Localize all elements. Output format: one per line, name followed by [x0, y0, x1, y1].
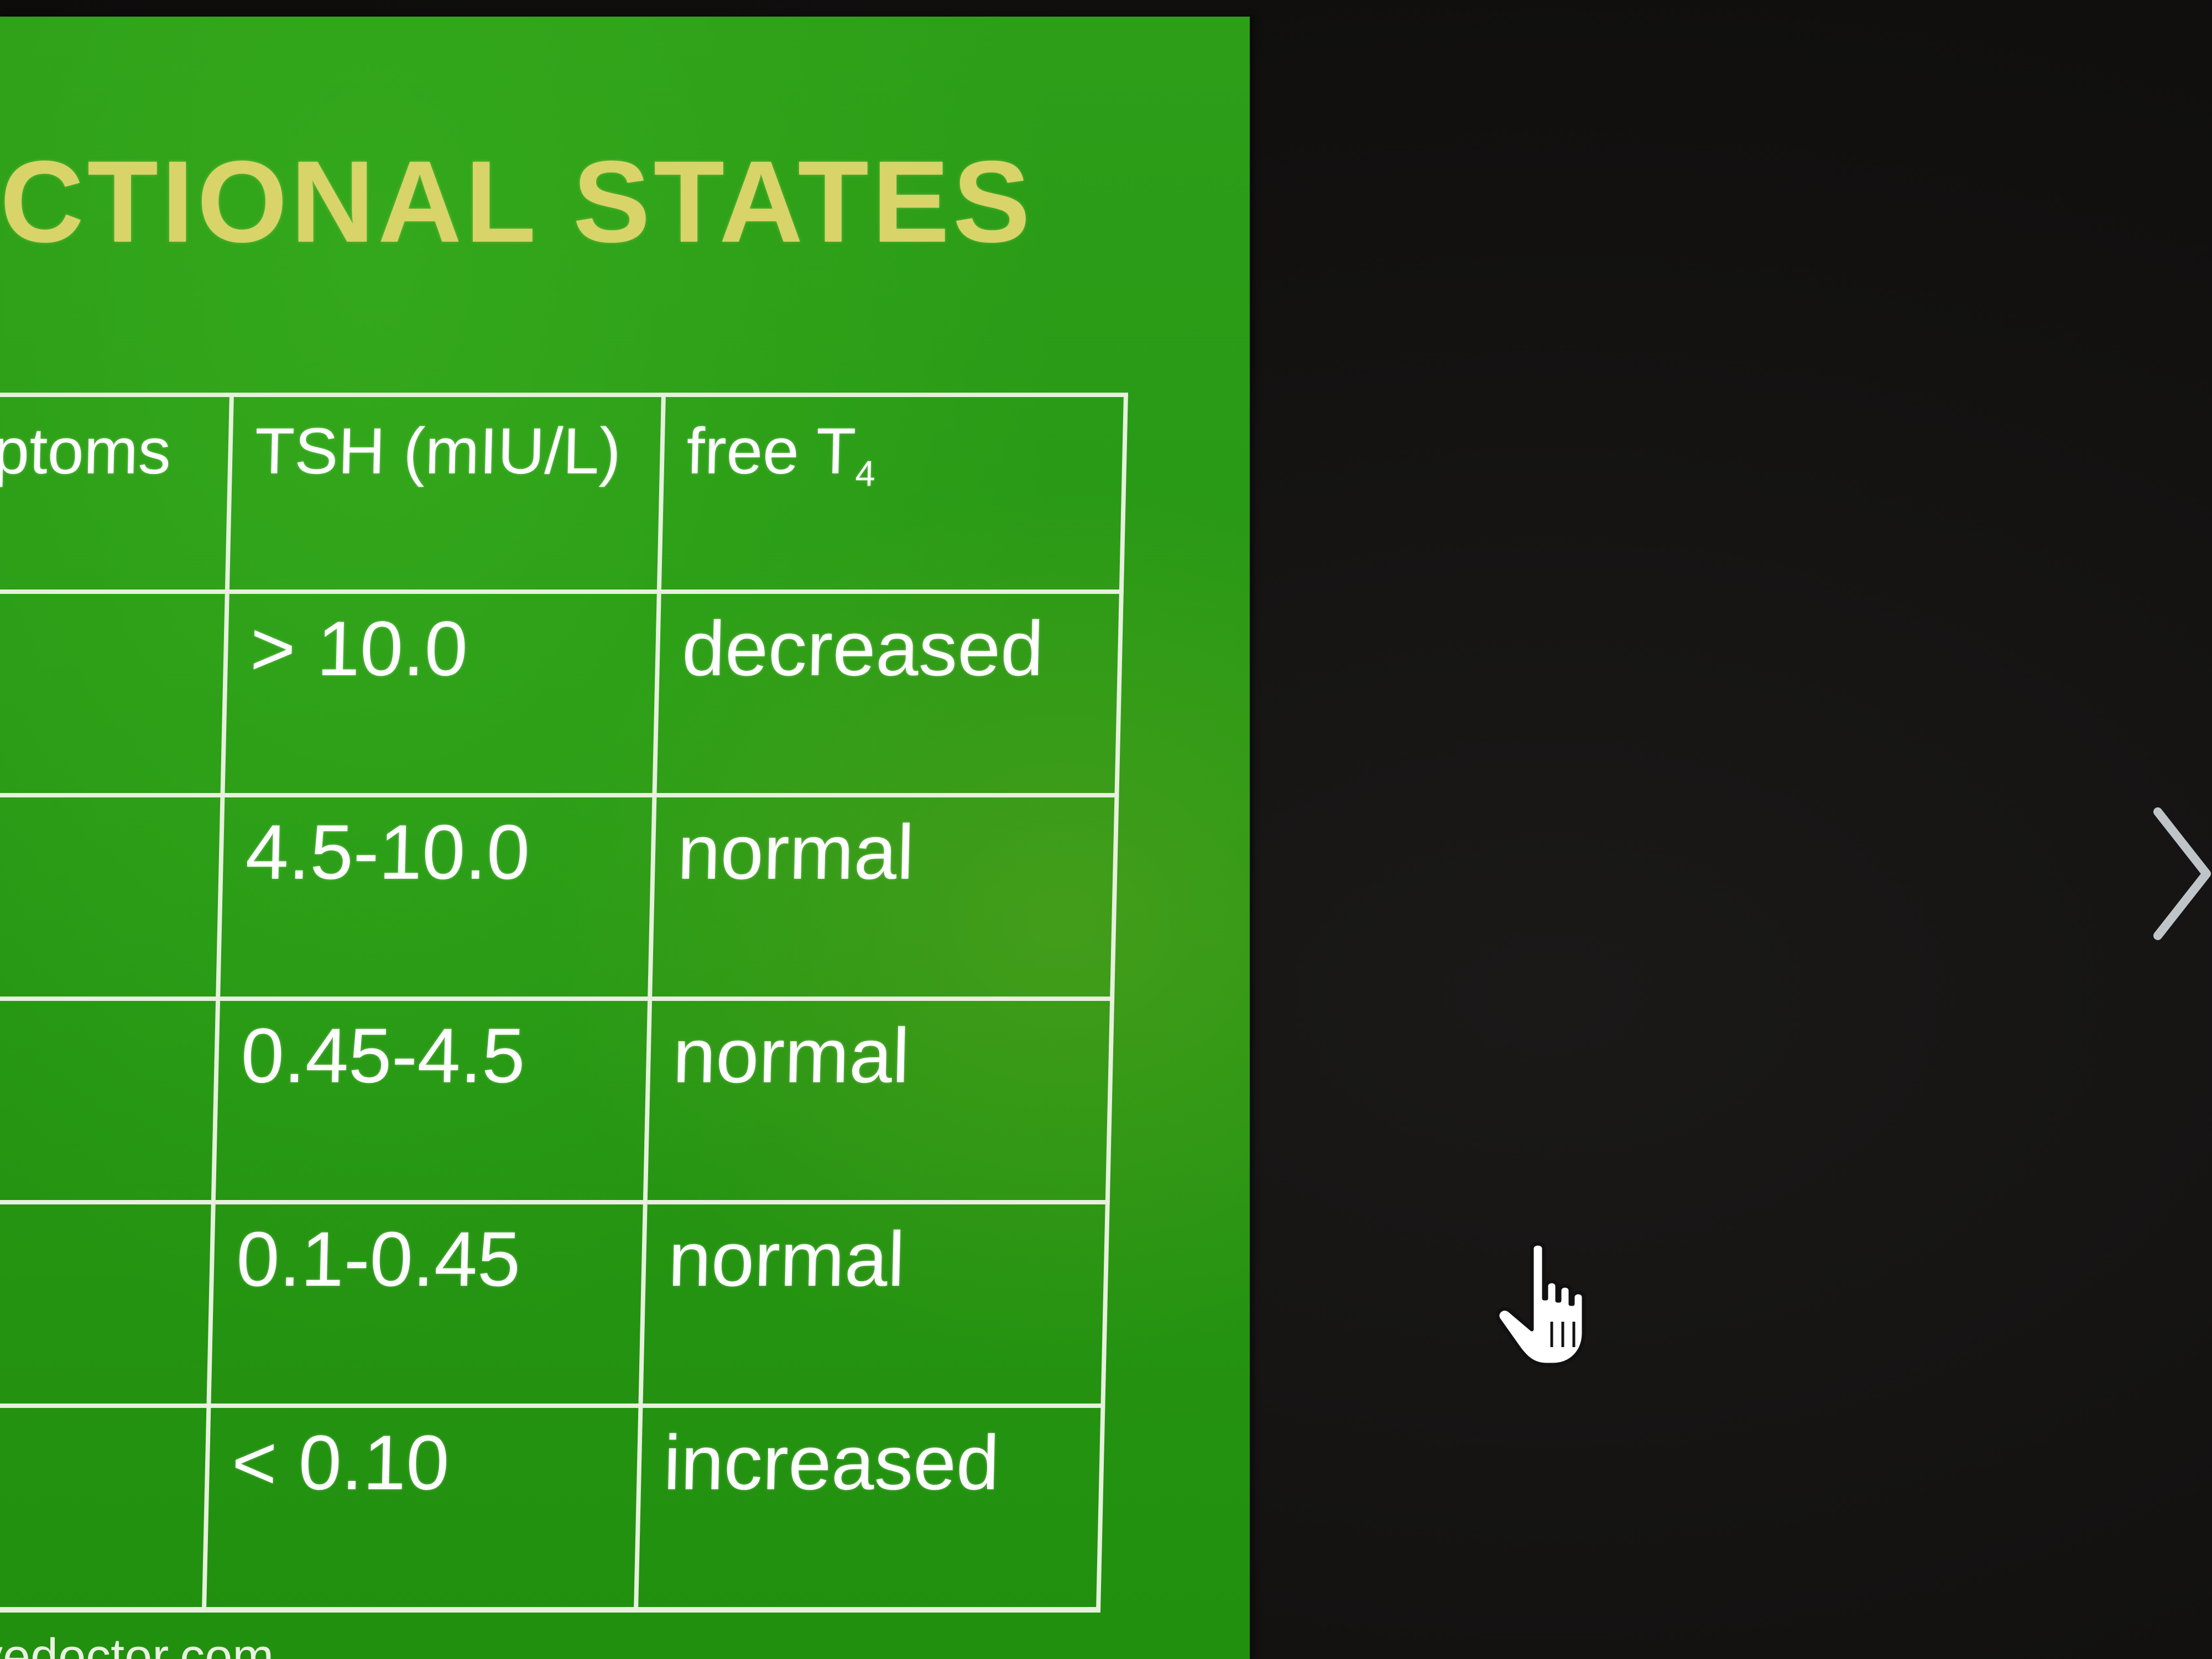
- presentation-slide: CTIONAL STATES ptoms TSH (mIU/L) free T4…: [0, 17, 1250, 1659]
- cell-free-t4: decreased: [654, 592, 1121, 795]
- cell-tsh: > 10.0: [222, 592, 659, 795]
- table-header-row: ptoms TSH (mIU/L) free T4: [0, 395, 1126, 592]
- cell-tsh: 0.45-4.5: [213, 999, 650, 1202]
- header-tsh: TSH (mIU/L): [227, 395, 664, 592]
- slide-title: CTIONAL STATES: [0, 137, 1034, 267]
- cell-tsh: 0.1-0.45: [208, 1202, 645, 1406]
- table-row: < 0.10 increased: [0, 1406, 1103, 1610]
- cell-free-t4: normal: [640, 1202, 1108, 1406]
- chevron-right-icon: [2153, 807, 2211, 940]
- cell-free-t4: increased: [636, 1406, 1103, 1610]
- hand-pointer-icon: [1493, 1239, 1609, 1371]
- header-free-t4-label: free T: [686, 415, 857, 488]
- cell-tsh: 4.5-10.0: [218, 795, 655, 999]
- header-free-t4-subscript: 4: [854, 453, 876, 494]
- cell-tsh: < 0.10: [204, 1406, 641, 1610]
- cell-symptoms: [0, 1202, 213, 1406]
- cell-free-t4: normal: [650, 795, 1117, 999]
- header-free-t4: free T4: [659, 395, 1126, 592]
- table-row: 0.45-4.5 normal: [0, 999, 1113, 1202]
- table-row: 4.5-10.0 normal: [0, 795, 1117, 999]
- cell-symptoms: [0, 999, 218, 1202]
- table-row: > 10.0 decreased: [0, 592, 1121, 795]
- thyroid-function-table: ptoms TSH (mIU/L) free T4 > 10.0 decreas…: [0, 393, 1128, 1613]
- cell-symptoms: [0, 592, 227, 795]
- cell-symptoms: [0, 1406, 209, 1610]
- cell-free-t4: normal: [645, 999, 1113, 1202]
- next-slide-button[interactable]: [2151, 802, 2212, 946]
- table-row: 0.1-0.45 normal: [0, 1202, 1108, 1406]
- footer-url: vedoctor.com: [0, 1629, 274, 1659]
- header-symptoms: ptoms: [0, 395, 232, 592]
- cell-symptoms: [0, 795, 223, 999]
